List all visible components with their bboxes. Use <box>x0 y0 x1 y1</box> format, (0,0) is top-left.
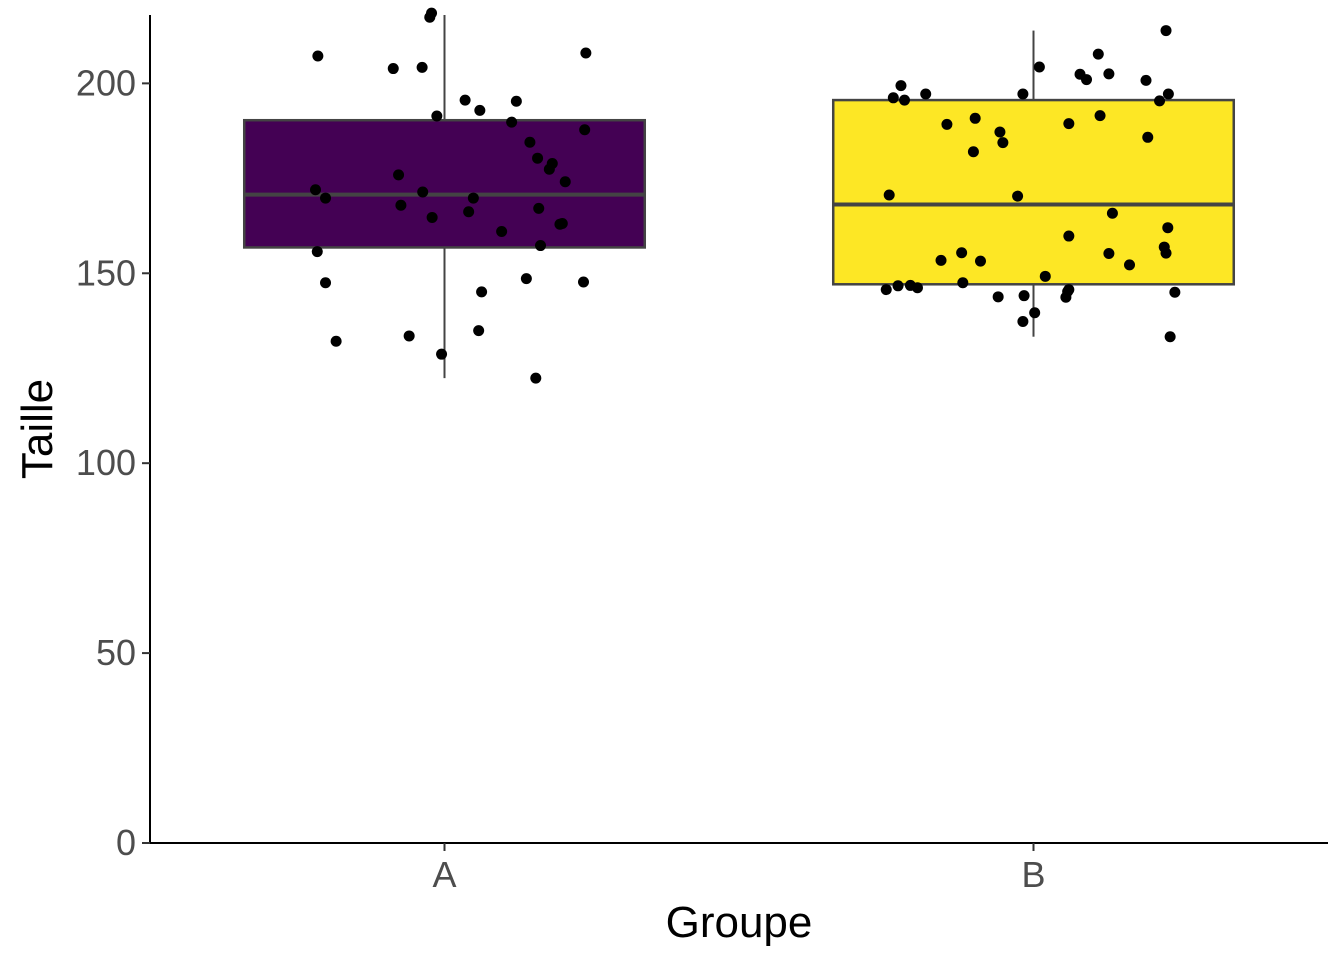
box-group-B <box>831 25 1236 343</box>
data-point <box>1060 291 1072 303</box>
plot-area <box>242 7 1236 384</box>
y-tick-label: 200 <box>76 62 136 103</box>
data-point <box>974 255 986 267</box>
data-point <box>1094 110 1106 122</box>
data-point <box>911 282 923 294</box>
data-point <box>1162 222 1174 234</box>
data-point <box>320 277 332 289</box>
data-point <box>992 291 1004 303</box>
data-point <box>387 63 399 75</box>
data-point <box>1103 248 1115 260</box>
data-point <box>556 218 568 230</box>
data-point <box>895 80 907 92</box>
x-axis-title: Groupe <box>666 898 813 947</box>
data-point <box>532 152 544 164</box>
data-point <box>1092 48 1104 60</box>
data-point <box>941 118 953 130</box>
data-point <box>436 348 448 360</box>
data-point <box>320 192 332 204</box>
x-tick-label: A <box>432 854 456 895</box>
data-point <box>330 335 342 347</box>
data-point <box>476 286 488 298</box>
data-point <box>1124 259 1136 271</box>
data-point <box>524 136 536 148</box>
data-point <box>1018 290 1030 302</box>
data-point <box>967 146 979 158</box>
data-point <box>543 163 555 175</box>
data-point <box>463 206 475 218</box>
data-point <box>969 112 981 124</box>
y-axis-title: Taille <box>13 379 62 479</box>
data-point <box>579 124 591 136</box>
data-point <box>312 50 324 62</box>
data-point <box>1154 95 1166 107</box>
data-point <box>1063 118 1075 130</box>
y-tick-label: 50 <box>96 632 136 673</box>
data-point <box>1160 25 1172 37</box>
data-point <box>426 7 438 19</box>
data-point <box>1029 307 1041 319</box>
data-point <box>416 61 428 73</box>
data-point <box>899 94 911 106</box>
data-point <box>1017 316 1029 328</box>
data-point <box>431 110 443 122</box>
data-point <box>956 247 968 259</box>
data-point <box>417 186 429 198</box>
data-point <box>533 202 545 214</box>
y-tick-label: 0 <box>116 822 136 863</box>
data-point <box>496 225 508 237</box>
data-point <box>535 240 547 252</box>
data-point <box>1140 74 1152 86</box>
data-point <box>403 330 415 342</box>
data-point <box>459 94 471 106</box>
x-tick-label: B <box>1021 854 1045 895</box>
data-point <box>920 88 932 100</box>
data-point <box>880 284 892 296</box>
y-tick-label: 150 <box>76 252 136 293</box>
y-tick-label: 100 <box>76 442 136 483</box>
axes <box>149 15 1328 844</box>
data-point <box>467 192 479 204</box>
data-point <box>1103 68 1115 80</box>
data-point <box>1162 88 1174 100</box>
data-point <box>530 372 542 384</box>
data-point <box>997 137 1009 149</box>
data-point <box>395 199 407 211</box>
data-point <box>580 47 592 59</box>
data-point <box>887 92 899 104</box>
data-point <box>578 276 590 288</box>
data-point <box>520 273 532 285</box>
data-point <box>1142 131 1154 143</box>
data-point <box>1160 247 1172 259</box>
data-point <box>1017 88 1029 100</box>
data-point <box>1164 331 1176 343</box>
data-point <box>957 277 969 289</box>
box-group-A <box>242 7 647 384</box>
y-axis-ticks: 0 50 100 150 200 <box>76 62 150 863</box>
data-point <box>1012 190 1024 202</box>
data-point <box>310 184 322 196</box>
data-point <box>1033 61 1045 73</box>
data-point <box>1081 74 1093 86</box>
data-point <box>393 169 405 181</box>
data-point <box>883 189 895 201</box>
data-point <box>1169 286 1181 298</box>
data-point <box>1106 207 1118 219</box>
data-point <box>1039 270 1051 282</box>
data-point <box>506 116 518 128</box>
data-point <box>994 126 1006 138</box>
data-point <box>311 246 323 258</box>
data-point <box>559 176 571 188</box>
data-point <box>426 211 438 223</box>
data-point <box>935 254 947 266</box>
data-point <box>473 325 485 337</box>
data-point <box>474 104 486 116</box>
data-point <box>892 280 904 292</box>
data-point <box>510 95 522 107</box>
box-iqr <box>242 118 647 249</box>
data-point <box>1063 230 1075 242</box>
